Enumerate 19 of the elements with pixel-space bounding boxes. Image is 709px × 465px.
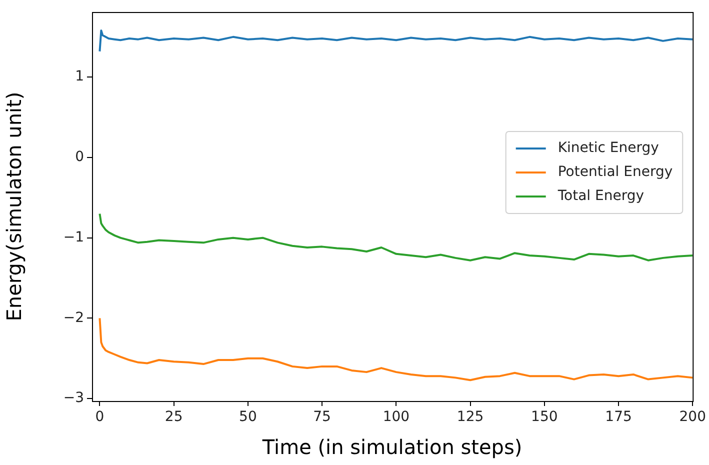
- legend-label: Potential Energy: [558, 164, 673, 180]
- y-tick-label: 0: [75, 149, 84, 166]
- x-tick-label: 25: [164, 409, 183, 426]
- x-tick-label: 75: [313, 409, 331, 426]
- legend-label: Total Energy: [556, 188, 644, 204]
- y-tick-label: −1: [63, 229, 84, 246]
- x-tick-label: 100: [382, 409, 410, 426]
- y-tick-label: −3: [63, 390, 84, 406]
- x-tick-label: 175: [605, 409, 632, 426]
- x-tick-label: 200: [679, 409, 706, 426]
- legend-label: Kinetic Energy: [558, 140, 659, 156]
- x-tick-label: 150: [531, 409, 558, 426]
- y-tick-label: 1: [75, 68, 84, 85]
- x-axis-title: Time (in simulation steps): [261, 435, 522, 460]
- y-axis-title: Energy(simulaton unit): [2, 92, 26, 322]
- x-tick-label: 0: [95, 409, 104, 426]
- y-tick-label: −2: [63, 310, 84, 326]
- x-tick-label: 50: [239, 409, 257, 426]
- x-tick-label: 125: [456, 409, 484, 426]
